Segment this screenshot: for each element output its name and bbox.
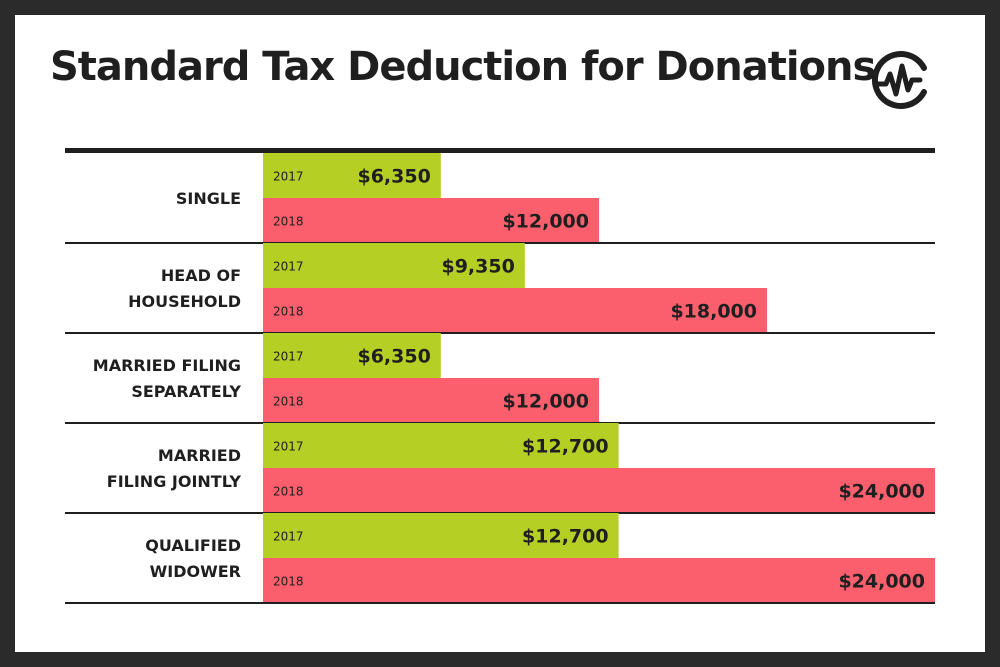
bar-2017 xyxy=(263,243,525,288)
chart-title: Standard Tax Deduction for Donations xyxy=(50,44,876,90)
year-label: 2018 xyxy=(273,575,304,589)
data-label: $12,700 xyxy=(522,436,609,458)
row-separator xyxy=(65,602,935,604)
row-separator xyxy=(65,332,935,334)
category-label: SINGLE xyxy=(176,189,241,208)
year-label: 2017 xyxy=(273,350,304,364)
data-label: $9,350 xyxy=(441,256,514,278)
bar-2017 xyxy=(263,333,441,378)
category-label: SEPARATELY xyxy=(131,382,241,401)
bar-2017 xyxy=(263,513,619,558)
top-rule xyxy=(65,148,935,153)
bar-2018 xyxy=(263,468,935,513)
year-label: 2017 xyxy=(273,440,304,454)
bar-2017 xyxy=(263,423,619,468)
bar-2018 xyxy=(263,558,935,603)
year-label: 2018 xyxy=(273,485,304,499)
data-label: $12,000 xyxy=(502,211,589,233)
category-label: MARRIED FILING xyxy=(93,356,241,375)
bar-2017 xyxy=(263,153,441,198)
category-label: MARRIED xyxy=(158,446,241,465)
data-label: $6,350 xyxy=(357,166,430,188)
year-label: 2018 xyxy=(273,305,304,319)
category-label: QUALIFIED xyxy=(145,536,241,555)
category-label: HEAD OF xyxy=(161,266,241,285)
data-label: $18,000 xyxy=(670,301,757,323)
bar-2018 xyxy=(263,378,599,423)
bar-2018 xyxy=(263,198,599,243)
category-label: FILING JOINTLY xyxy=(107,472,242,491)
bar-2018 xyxy=(263,288,767,333)
waveform-logo-icon xyxy=(872,51,927,109)
data-label: $6,350 xyxy=(357,346,430,368)
year-label: 2018 xyxy=(273,395,304,409)
data-label: $12,700 xyxy=(522,526,609,548)
data-label: $12,000 xyxy=(502,391,589,413)
category-label: WIDOWER xyxy=(150,562,241,581)
category-label: HOUSEHOLD xyxy=(128,292,241,311)
data-label: $24,000 xyxy=(838,571,925,593)
year-label: 2017 xyxy=(273,170,304,184)
year-label: 2017 xyxy=(273,260,304,274)
year-label: 2017 xyxy=(273,530,304,544)
data-label: $24,000 xyxy=(838,481,925,503)
year-label: 2018 xyxy=(273,215,304,229)
